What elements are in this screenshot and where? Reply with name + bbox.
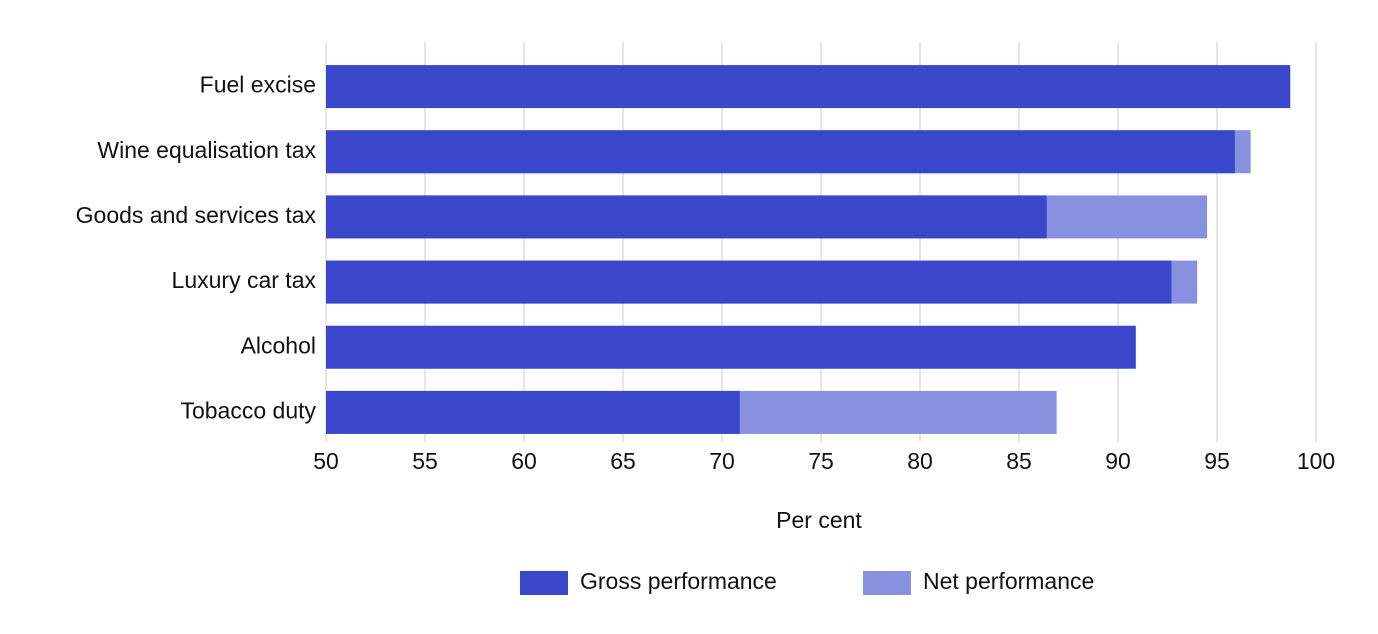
y-tick-label: Fuel excise (200, 72, 316, 98)
y-tick-label: Tobacco duty (180, 397, 316, 423)
x-tick-label: 75 (808, 448, 834, 474)
x-tick-label: 70 (709, 448, 735, 474)
x-tick-label: 85 (1006, 448, 1032, 474)
x-tick-label: 80 (907, 448, 933, 474)
bar (326, 390, 740, 434)
y-tick-label: Goods and services tax (76, 202, 317, 228)
x-tick-label: 55 (412, 448, 438, 474)
bar (326, 195, 1047, 239)
x-tick-label: 50 (313, 448, 339, 474)
legend-swatch (520, 571, 568, 595)
bar (326, 65, 1291, 109)
legend-label: Gross performance (580, 568, 777, 594)
bar (326, 325, 1136, 369)
x-tick-label: 95 (1204, 448, 1230, 474)
legend-label: Net performance (923, 568, 1094, 594)
bar (326, 260, 1172, 304)
y-tick-label: Luxury car tax (172, 267, 317, 293)
bar (326, 130, 1235, 174)
y-tick-label: Wine equalisation tax (97, 137, 316, 163)
x-tick-label: 65 (610, 448, 636, 474)
x-tick-label: 60 (511, 448, 537, 474)
x-axis-label: Per cent (776, 507, 862, 533)
y-tick-label: Alcohol (241, 332, 316, 358)
x-tick-label: 100 (1297, 448, 1335, 474)
x-tick-label: 90 (1105, 448, 1131, 474)
legend-swatch (863, 571, 911, 595)
